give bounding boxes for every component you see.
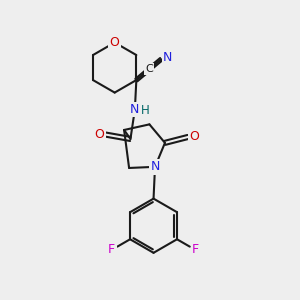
Text: F: F [192, 243, 199, 256]
Text: H: H [141, 104, 149, 118]
Text: N: N [150, 160, 160, 173]
Text: N: N [130, 103, 140, 116]
Text: O: O [110, 36, 120, 49]
Text: F: F [108, 243, 115, 256]
Text: N: N [163, 51, 172, 64]
Text: O: O [190, 130, 199, 143]
Text: C: C [146, 64, 153, 74]
Text: O: O [94, 128, 104, 141]
